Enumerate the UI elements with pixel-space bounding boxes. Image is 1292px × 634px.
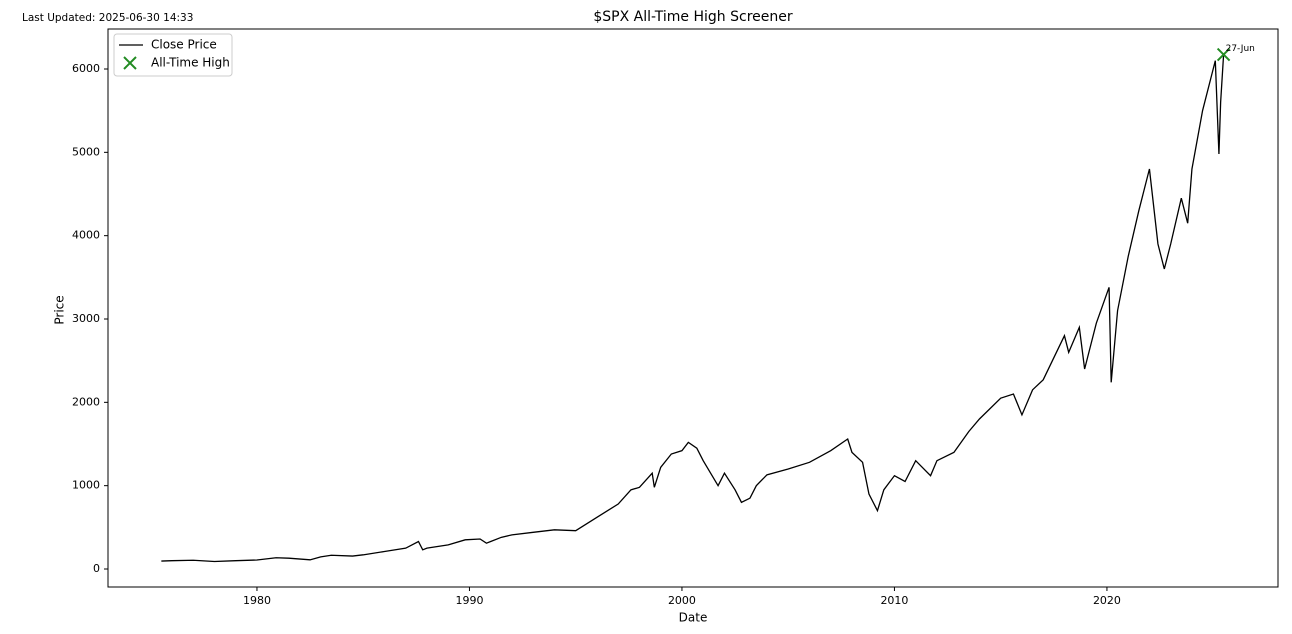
y-tick-label: 0: [93, 562, 100, 575]
y-tick-label: 5000: [72, 145, 100, 158]
y-tick-label: 3000: [72, 312, 100, 325]
y-axis-label: Price: [53, 295, 67, 324]
marker: [1216, 47, 1231, 62]
x-tick-label: 2020: [1093, 594, 1121, 607]
y-tick-label: 1000: [72, 479, 100, 492]
x-tick-label: 1980: [243, 594, 271, 607]
ath-annotation: 27-Jun: [1226, 44, 1255, 54]
x-tick-label: 2000: [668, 594, 696, 607]
y-tick-label: 6000: [72, 62, 100, 75]
y-tick-label: 2000: [72, 395, 100, 408]
x-tick-label: 2010: [880, 594, 908, 607]
price-line: [161, 54, 1225, 563]
chart-title: $SPX All-Time High Screener: [593, 9, 792, 25]
x-tick-label: 1990: [455, 594, 483, 607]
legend-swatch: [123, 56, 137, 70]
legend-label: Close Price: [151, 38, 217, 52]
y-tick-label: 4000: [72, 229, 100, 242]
plot-area: 27-Jun: [161, 44, 1255, 563]
last-updated: Last Updated: 2025-06-30 14:33: [22, 12, 193, 24]
plot-frame: [107, 28, 1279, 588]
x-axis-label: Date: [679, 611, 708, 625]
legend: Close Price All-Time High: [113, 33, 233, 77]
legend-label: All-Time High: [151, 56, 230, 70]
legend-box: [113, 33, 233, 77]
